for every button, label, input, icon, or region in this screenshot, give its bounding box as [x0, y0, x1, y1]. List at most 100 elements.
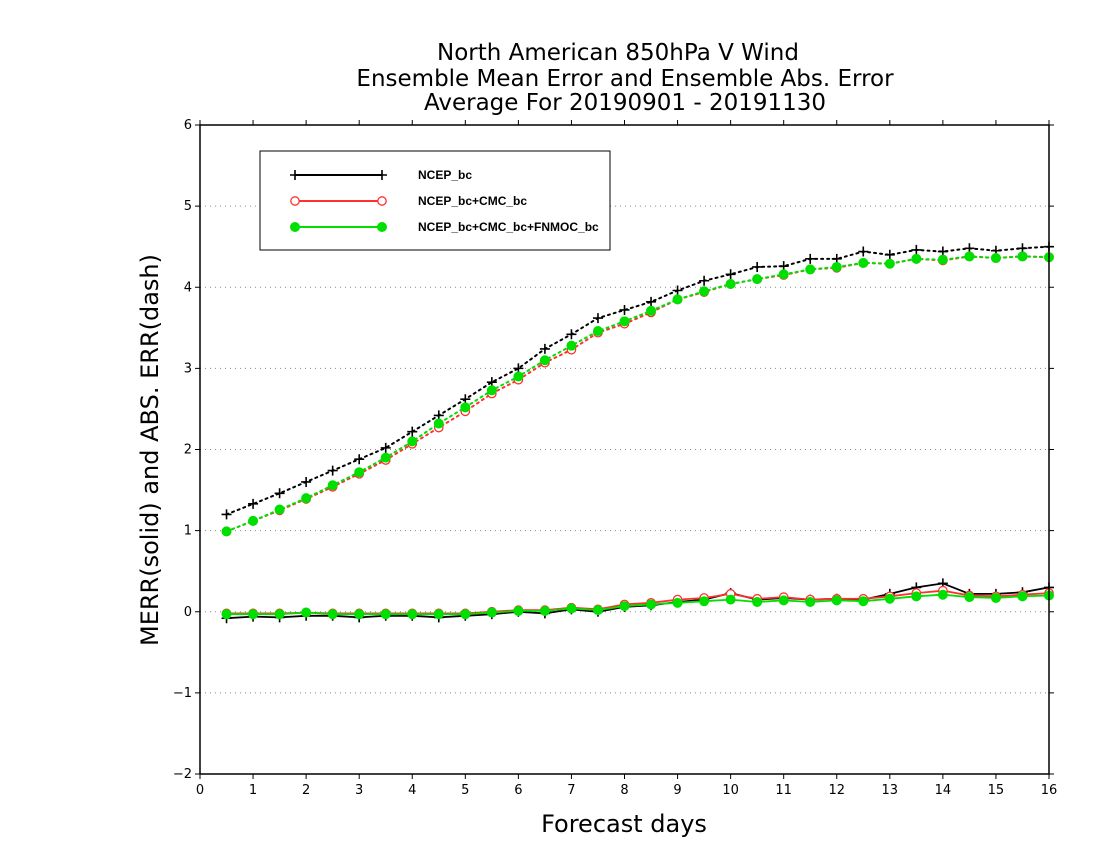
legend: NCEP_bc NCEP_bc+CMC_bc NCEP_bc+CMC_bc+FNMO… [259, 150, 611, 251]
abs-error-marker [911, 253, 922, 264]
mean-error-marker [858, 596, 869, 607]
mean-error-marker [433, 609, 444, 620]
abs-error-marker [566, 340, 577, 351]
abs-error-marker [884, 249, 895, 260]
abs-error-marker [301, 493, 312, 504]
mean-error-marker [380, 609, 391, 620]
mean-error-marker [725, 594, 736, 605]
legend-start-marker [290, 222, 300, 232]
abs-error-marker [539, 355, 550, 366]
mean-error-marker [805, 597, 816, 608]
legend-label: NCEP_bc [418, 168, 472, 182]
abs-error-marker [274, 488, 285, 499]
y-tick-label: 5 [184, 199, 192, 214]
grid [200, 205, 1049, 694]
mean-error-marker [513, 605, 524, 616]
abs-error-marker [301, 476, 312, 487]
abs-error-marker [592, 313, 603, 324]
abs-error-marker [221, 526, 232, 537]
x-tick-label: 2 [302, 783, 310, 798]
legend-end-marker [377, 170, 387, 180]
abs-error-marker [327, 465, 338, 476]
abs-error-marker [805, 264, 816, 275]
mean-error-marker [354, 609, 365, 620]
y-tick-label: 4 [184, 280, 192, 295]
mean-error-marker [619, 601, 630, 612]
legend-items: NCEP_bc NCEP_bc+CMC_bc NCEP_bc+CMC_bc+FNMO… [290, 168, 599, 234]
mean-error-marker [407, 609, 418, 620]
x-tick-label: 12 [828, 783, 845, 798]
abs-error-marker [911, 244, 922, 255]
abs-error-marker [566, 329, 577, 340]
mean-error-marker [248, 609, 259, 620]
title-line-3: Average For 20190901 - 20191130 [424, 90, 826, 116]
x-tick-label: 8 [620, 783, 628, 798]
plot-frame [199, 124, 1050, 775]
mean-error-marker [911, 591, 922, 602]
mean-error-marker [937, 589, 948, 600]
mean-error-marker [539, 605, 550, 616]
x-tick-label: 6 [514, 783, 522, 798]
x-tick-label: 10 [722, 783, 739, 798]
mean-error-marker [831, 595, 842, 606]
abs-error-marker [486, 385, 497, 396]
abs-error-line [225, 255, 1050, 533]
abs-error-marker [407, 436, 418, 447]
abs-error-marker [221, 509, 232, 520]
abs-error-marker [858, 246, 869, 257]
abs-error-marker [619, 316, 630, 327]
mean-error-marker [486, 607, 497, 618]
abs-error-marker [725, 279, 736, 290]
abs-error-marker [646, 305, 657, 316]
y-tick-label: 0 [184, 605, 192, 620]
abs-error-marker [380, 442, 391, 453]
abs-error-marker [1017, 251, 1028, 262]
x-tick-label: 4 [408, 783, 416, 798]
legend-end-marker [377, 196, 387, 206]
abs-error-marker [778, 269, 789, 280]
x-tick-label: 7 [567, 783, 575, 798]
abs-error-marker [274, 504, 285, 515]
x-tick-label: 15 [988, 783, 1005, 798]
mean-error-marker [752, 597, 763, 608]
abs-error-marker [725, 269, 736, 280]
series-2 [221, 251, 1054, 620]
mean-error-marker [274, 609, 285, 620]
mean-error-marker [1017, 591, 1028, 602]
mean-error-marker [460, 609, 471, 620]
abs-error-marker [592, 326, 603, 337]
x-tick-label: 9 [673, 783, 681, 798]
mean-error-marker [778, 595, 789, 606]
abs-error-marker [937, 254, 948, 265]
abs-error-marker [752, 261, 763, 272]
abs-error-marker [672, 294, 683, 305]
y-tick-label: −1 [173, 686, 192, 701]
legend-start-marker [290, 196, 300, 206]
legend-label: NCEP_bc+CMC_bc+FNMOC_bc [418, 220, 599, 234]
mean-error-marker [592, 605, 603, 616]
abs-error-marker [354, 454, 365, 465]
y-axis-ticks: −2 −1 0 1 2 3 4 5 6 [173, 118, 1054, 782]
legend-item: NCEP_bc+CMC_bc [290, 194, 527, 208]
legend-item: NCEP_bc+CMC_bc+FNMOC_bc [290, 220, 599, 234]
series-layer [221, 241, 1054, 624]
x-tick-label: 1 [249, 783, 257, 798]
mean-error-marker [646, 599, 657, 610]
x-tick-label: 11 [775, 783, 792, 798]
abs-error-marker [380, 452, 391, 463]
y-tick-label: 6 [184, 118, 192, 133]
abs-error-marker [619, 304, 630, 315]
abs-error-marker [805, 253, 816, 264]
mean-error-marker [301, 607, 312, 618]
abs-error-marker [699, 286, 710, 297]
x-tick-label: 16 [1041, 783, 1058, 798]
y-tick-label: 3 [184, 361, 192, 376]
mean-error-marker [964, 592, 975, 603]
x-tick-label: 14 [935, 783, 952, 798]
legend-end-marker [377, 222, 387, 232]
mean-error-line [226, 589, 1050, 615]
mean-error-marker [672, 597, 683, 608]
mean-error-marker [884, 593, 895, 604]
mean-error-marker [990, 592, 1001, 603]
